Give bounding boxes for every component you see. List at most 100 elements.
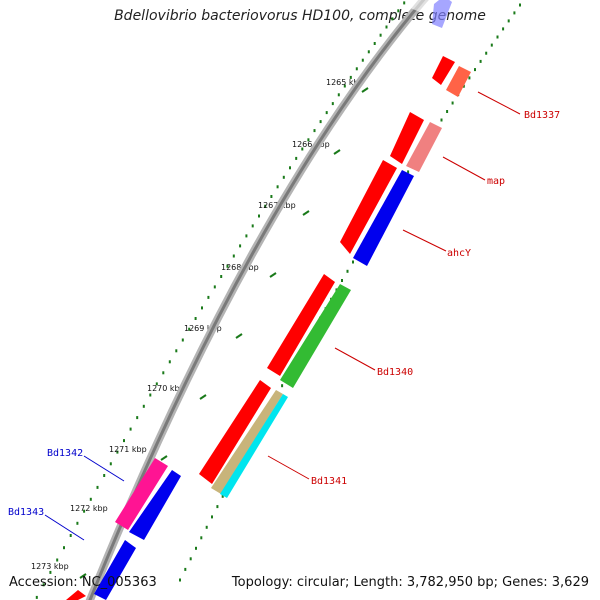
gene-map-pink[interactable] [406, 122, 442, 172]
ruler-dot [446, 110, 449, 113]
ruler-tick [79, 573, 87, 579]
gene-label-map[interactable]: map [487, 176, 505, 187]
ruler-dot [313, 129, 316, 133]
gene-Bd1340-red[interactable] [267, 274, 335, 376]
ruler-dot [367, 50, 370, 54]
gene-Bd1337-red[interactable] [432, 56, 455, 85]
gene-ahcY-red[interactable] [340, 160, 397, 254]
ruler-dot [216, 505, 219, 509]
reverse-genes [66, 458, 181, 600]
tick-label: 1271 kbp [109, 445, 147, 454]
tick-label: 1265 kbp [326, 78, 364, 87]
ruler-dot [301, 147, 304, 151]
ruler-dot [162, 371, 165, 375]
leader-line-Bd1342 [83, 455, 125, 482]
gene-Bd1342-magenta[interactable] [115, 458, 168, 530]
ruler-dot [490, 43, 493, 47]
ruler-dot [142, 404, 145, 408]
ruler-dot [451, 101, 454, 105]
genome-summary-text: Topology: circular; Length: 3,782,950 bp… [231, 575, 589, 590]
ruler-dot [194, 317, 197, 320]
leader-line-map [442, 156, 486, 181]
ruler-dot [205, 525, 208, 529]
ruler-dot [264, 204, 267, 208]
ruler-dot [200, 536, 203, 540]
leader-line-ahcY [402, 229, 447, 252]
ruler-dot [519, 3, 521, 7]
ruler-dot [232, 254, 235, 258]
tick-label: 1268 kbp [221, 263, 259, 272]
gene-Bd1343-blue[interactable] [94, 540, 136, 600]
ruler-dot [319, 120, 322, 124]
ruler-dot [502, 27, 505, 31]
ruler-dot [276, 185, 279, 189]
ruler-dot [211, 515, 213, 519]
ruler-dot [195, 546, 197, 550]
ruler-dot [109, 462, 112, 466]
ruler-dot [397, 9, 400, 13]
ruler-dot [355, 67, 358, 71]
gene-label-ahcY[interactable]: ahcY [447, 248, 471, 259]
ruler-dot [325, 111, 328, 115]
ruler-dot [69, 534, 72, 537]
gene-label-Bd1337[interactable]: Bd1337 [524, 110, 560, 121]
ruler-dot [155, 382, 158, 386]
ruler-dot [379, 33, 382, 37]
tick-label: 1269 kbp [184, 324, 222, 333]
gene-Bd1341-cyan[interactable] [220, 394, 288, 498]
ruler-dot [179, 578, 181, 582]
ruler-tick [361, 87, 369, 93]
gene-map-red[interactable] [390, 112, 424, 164]
gene-Bd1341-tan[interactable] [211, 390, 283, 494]
tick-label: 1272 kbp [70, 504, 108, 513]
ruler-dot [337, 93, 340, 97]
tick-label: 1273 kbp [31, 562, 69, 571]
ruler-dot [468, 76, 471, 80]
ruler-dot [474, 68, 476, 72]
gene-Bd1337-salmon[interactable] [446, 66, 471, 97]
ruler-dot [407, 170, 410, 174]
ruler-dot [282, 175, 285, 179]
ruler-dot [385, 25, 388, 29]
tick-label: 1270 kbp [147, 384, 185, 393]
ruler-dot [35, 595, 38, 599]
ruler-dot [96, 485, 99, 489]
ruler-dot [89, 497, 92, 501]
ruler-dot [42, 583, 45, 587]
gene-label-Bd1343[interactable]: Bd1343 [8, 507, 44, 518]
ruler-dot [221, 494, 224, 498]
ruler-dot [258, 214, 260, 218]
ruler-dot [63, 546, 65, 550]
leader-line-Bd1343 [44, 514, 85, 541]
gene-feature-top-blue[interactable] [432, 0, 452, 28]
ruler-dot [116, 450, 119, 454]
gene-label-Bd1340[interactable]: Bd1340 [377, 367, 413, 378]
ruler-dot [226, 264, 229, 268]
ruler-dot [462, 84, 465, 88]
gene-label-Bd1341[interactable]: Bd1341 [311, 476, 347, 487]
ruler-dot [149, 393, 152, 397]
ruler-tick [269, 272, 277, 278]
gene-Bd1342-blue[interactable] [129, 470, 181, 540]
ruler-dot [129, 427, 132, 431]
ruler-dot [49, 570, 52, 574]
gene-feature-top-blue-2[interactable] [410, 0, 430, 12]
ruler-dot [479, 59, 482, 63]
gene-ahcY-blue[interactable] [353, 170, 414, 266]
gene-bottom-red[interactable] [66, 590, 86, 600]
gene-Bd1340-green[interactable] [280, 284, 351, 388]
ruler-dot [189, 557, 192, 561]
outer-dot-track [35, 1, 406, 599]
ruler-dot [245, 234, 248, 238]
ruler-dot [373, 42, 376, 45]
ruler-dot [168, 360, 171, 364]
forward-genes [199, 56, 471, 498]
ruler-dot [346, 269, 349, 273]
accession-text: Accession: NC_005363 [9, 575, 157, 590]
ruler-dot [123, 439, 125, 443]
ruler-dot [307, 138, 310, 142]
gene-Bd1341-red[interactable] [199, 380, 271, 484]
gene-label-Bd1342[interactable]: Bd1342 [47, 448, 83, 459]
ruler-dot [207, 295, 210, 299]
ruler-dot [440, 118, 443, 122]
